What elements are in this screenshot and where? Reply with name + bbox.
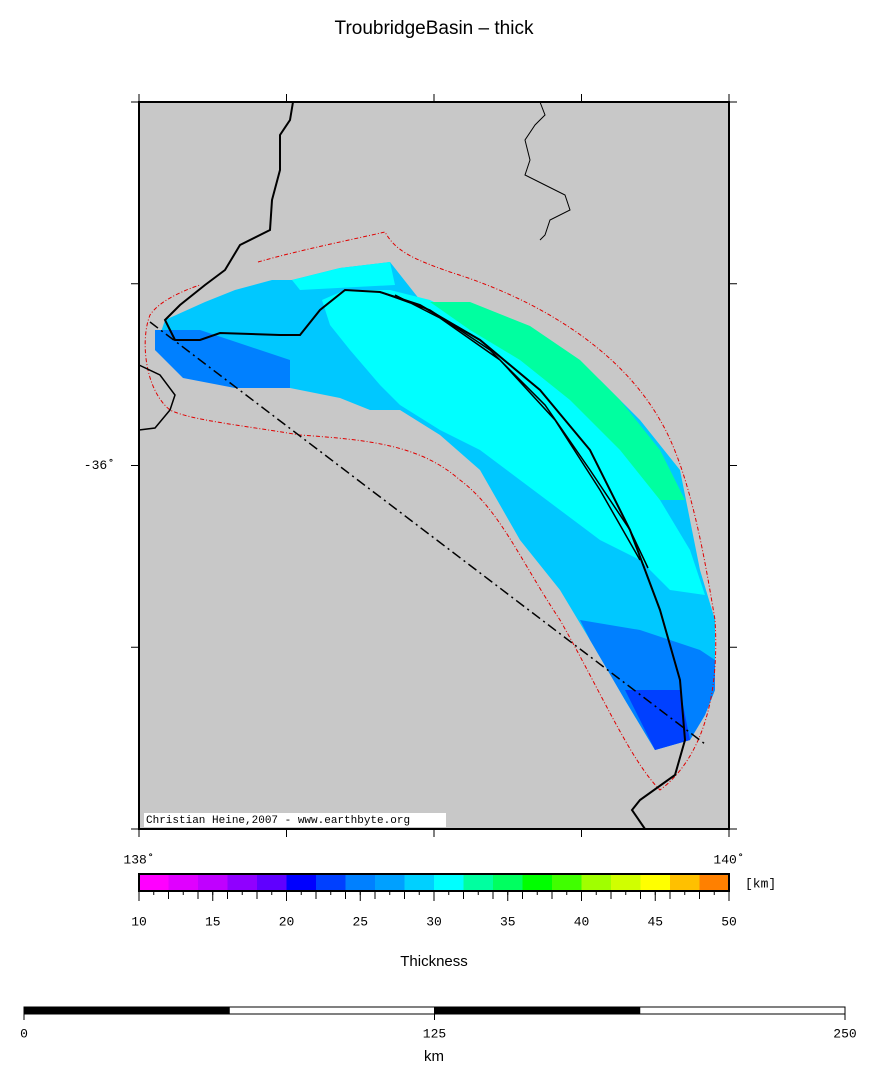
- colorbar-tick-label: 30: [426, 914, 442, 929]
- basin-region: [292, 262, 395, 290]
- x-tick-label: 138˚: [123, 852, 154, 867]
- title: TroubridgeBasin – thick: [335, 18, 534, 39]
- colorbar-swatch: [611, 874, 641, 891]
- colorbar-swatch: [522, 874, 553, 891]
- colorbar-swatch: [227, 874, 258, 891]
- profile-line: [149, 321, 706, 745]
- basin-region: [155, 330, 290, 388]
- coastline: [163, 101, 687, 830]
- scalebar: 0 125 250: [20, 1006, 857, 1041]
- map: Christian Heine,2007 - www.earthbyte.org: [138, 101, 730, 830]
- colorbar-label: Thickness: [400, 953, 468, 970]
- x-tick-label: 140˚: [713, 852, 744, 867]
- colorbar-unit: [km]: [745, 876, 776, 891]
- scalebar-tick-label: 0: [20, 1026, 28, 1041]
- scalebar-tick-label: 250: [833, 1026, 856, 1041]
- colorbar-swatch: [168, 874, 199, 891]
- basin-outline: [144, 231, 717, 791]
- colorbar-swatch: [581, 874, 612, 891]
- colorbar-swatch: [286, 874, 317, 891]
- colorbar-tick-label: 40: [574, 914, 590, 929]
- colorbar-swatch: [198, 874, 228, 891]
- coastline: [138, 364, 176, 431]
- scalebar-segment: [228, 1006, 435, 1015]
- colorbar-swatch: [699, 874, 730, 891]
- colorbar-swatch: [640, 874, 671, 891]
- colorbar-swatch: [552, 874, 582, 891]
- scalebar-unit: km: [424, 1048, 444, 1065]
- colorbar-swatch: [316, 874, 346, 891]
- scalebar-tick-label: 125: [423, 1026, 446, 1041]
- colorbar-swatch: [404, 874, 435, 891]
- scalebar-segment: [639, 1006, 846, 1015]
- colorbar-tick-label: 45: [647, 914, 663, 929]
- basin-region: [430, 302, 685, 500]
- colorbar-swatch: [434, 874, 464, 891]
- basin-region: [625, 690, 690, 750]
- colorbar-tick-label: 50: [721, 914, 737, 929]
- credit: Christian Heine,2007 - www.earthbyte.org: [146, 815, 410, 827]
- colorbar: 10 15 20 25 30 35 40 45 50: [131, 873, 737, 929]
- colorbar-swatch: [493, 874, 523, 891]
- colorbar-swatch: [463, 874, 494, 891]
- river: [524, 101, 571, 241]
- colorbar-swatch: [345, 874, 376, 891]
- colorbar-swatch: [375, 874, 405, 891]
- credit-box: [144, 813, 446, 827]
- colorbar-swatch: [257, 874, 287, 891]
- colorbar-swatch: [139, 874, 169, 891]
- colorbar-tick-label: 20: [279, 914, 295, 929]
- coastline: [379, 291, 649, 569]
- colorbar-swatch: [670, 874, 700, 891]
- scalebar-segment: [434, 1006, 641, 1015]
- y-tick-label: -36˚: [84, 458, 115, 473]
- colorbar-tick-label: 10: [131, 914, 147, 929]
- scalebar-segment: [23, 1006, 230, 1015]
- colorbar-tick-label: 25: [352, 914, 368, 929]
- colorbar-tick-label: 35: [500, 914, 516, 929]
- basin-region: [322, 290, 705, 595]
- colorbar-tick-label: 15: [205, 914, 221, 929]
